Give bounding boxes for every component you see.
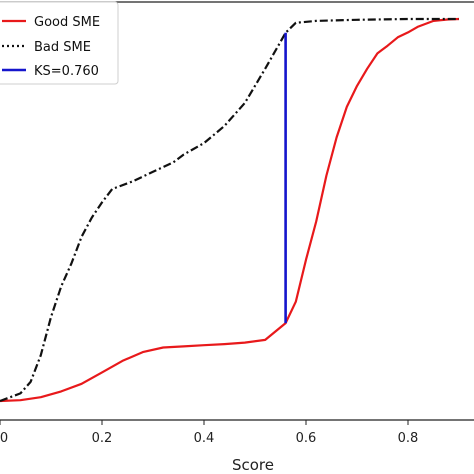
x-tick-label: 0.2 [92,431,113,446]
x-axis-label: Score [232,456,274,474]
legend: Good SME Bad SME KS=0.760 [0,1,119,85]
legend-good-sme-label: Good SME [34,15,100,30]
legend-bad-sme-label: Bad SME [34,40,91,55]
legend-ks-label: KS=0.760 [34,64,99,79]
bad-sme-curve [0,17,459,403]
series-layer [0,17,460,403]
x-tick-label: 0.6 [296,431,317,446]
x-axis-ticks: 0 0.2 0.4 0.6 0.8 [0,420,418,446]
legend-box [0,1,119,85]
x-tick-label: 0.8 [398,431,419,446]
x-tick-label: 0 [0,431,8,446]
good-sme-curve [0,17,460,403]
x-tick-label: 0.4 [194,431,215,446]
